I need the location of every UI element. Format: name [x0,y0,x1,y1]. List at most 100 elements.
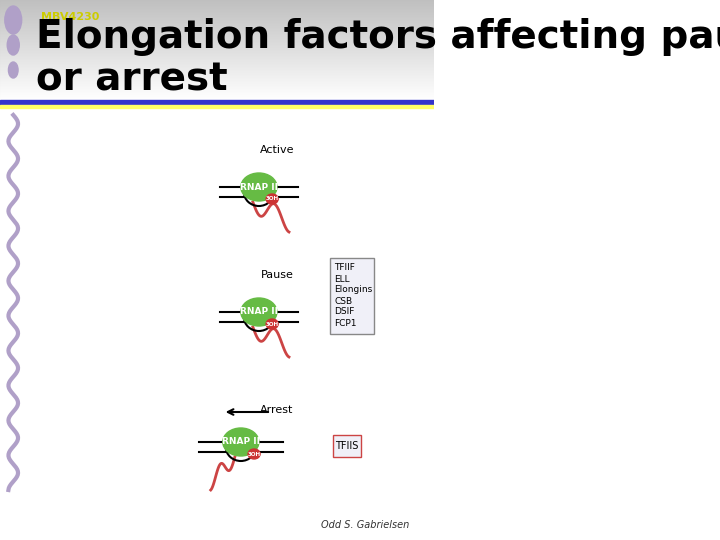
Bar [0,28,433,29]
Text: CSB: CSB [334,296,352,306]
Text: RNAP II: RNAP II [240,307,278,316]
Bar [0,83,433,84]
Bar [0,63,433,64]
Bar [0,99,433,100]
Bar [0,98,433,99]
Bar [0,23,433,24]
Ellipse shape [222,428,259,456]
Bar [0,34,433,35]
Bar [0,96,433,97]
Bar [0,27,433,28]
Bar [0,65,433,66]
Text: Elongins: Elongins [334,286,372,294]
Text: 3OH: 3OH [266,197,279,201]
Bar [0,64,433,65]
Bar [0,30,433,31]
Text: 3OH: 3OH [248,451,261,456]
Bar [0,91,433,92]
Bar [0,79,433,80]
Bar [0,93,433,94]
Bar [0,37,433,38]
Bar [0,1,433,2]
Bar [0,26,433,27]
Bar [0,61,433,62]
Circle shape [9,62,18,78]
Bar [0,97,433,98]
Bar [0,60,433,61]
Bar [0,69,433,70]
Bar [0,8,433,9]
Bar [0,62,433,63]
Bar [0,77,433,78]
Bar [0,44,433,45]
Text: TFIIF: TFIIF [334,264,355,273]
Text: Elongation factors affecting pausing
or arrest: Elongation factors affecting pausing or … [36,18,720,98]
Text: ELL: ELL [334,274,350,284]
Bar [0,81,433,82]
Bar [0,5,433,6]
Bar [0,10,433,11]
Bar [0,73,433,74]
Bar [0,105,433,108]
Bar [0,41,433,42]
Bar [0,25,433,26]
FancyBboxPatch shape [333,435,361,457]
Bar [0,21,433,22]
Bar [0,58,433,59]
Bar [0,36,433,37]
Text: TFIIS: TFIIS [335,441,359,451]
Bar [0,0,433,1]
Bar [0,87,433,88]
Bar [0,70,433,71]
Bar [0,18,433,19]
Bar [0,32,433,33]
Bar [0,72,433,73]
Bar [0,54,433,55]
Bar [0,11,433,12]
Bar [0,75,433,76]
Bar [0,100,433,105]
FancyBboxPatch shape [0,0,433,100]
Bar [0,82,433,83]
Bar [0,92,433,93]
Bar [0,31,433,32]
Bar [0,48,433,49]
Bar [0,17,433,18]
Text: Active: Active [260,145,294,155]
Bar [0,88,433,89]
Bar [0,40,433,41]
Bar [0,9,433,10]
Bar [0,90,433,91]
Circle shape [5,6,22,34]
Text: 3OH: 3OH [266,321,279,327]
Ellipse shape [240,173,277,201]
Bar [0,35,433,36]
Text: MBV4230: MBV4230 [41,12,99,22]
Bar [0,95,433,96]
Bar [0,14,433,15]
Bar [0,38,433,39]
Bar [0,6,433,7]
Bar [0,20,433,21]
Bar [0,71,433,72]
FancyBboxPatch shape [330,258,374,334]
Bar [0,3,433,4]
Bar [0,24,433,25]
Text: Arrest: Arrest [260,405,294,415]
Bar [0,16,433,17]
Bar [0,49,433,50]
Ellipse shape [266,319,278,329]
Ellipse shape [240,298,277,326]
Bar [0,12,433,13]
Bar [0,55,433,56]
Ellipse shape [248,449,260,459]
Bar [0,45,433,46]
Text: Odd S. Gabrielsen: Odd S. Gabrielsen [321,520,410,530]
Bar [0,43,433,44]
Bar [0,2,433,3]
Bar [0,39,433,40]
Bar [0,89,433,90]
Bar [0,76,433,77]
Bar [0,78,433,79]
Bar [0,52,433,53]
